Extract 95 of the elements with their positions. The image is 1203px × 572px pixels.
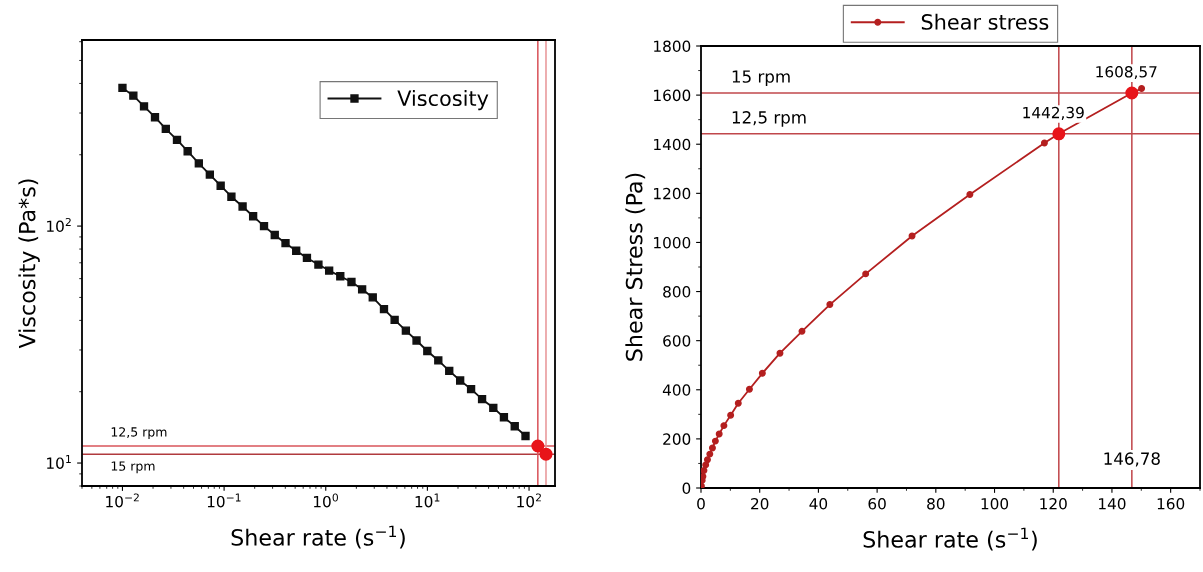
point: [701, 467, 708, 475]
point: [455, 376, 465, 385]
point: [466, 384, 476, 394]
point: [129, 91, 138, 100]
point: [172, 135, 182, 145]
y-tick-label: 200: [663, 433, 691, 445]
x-tick-label: 20: [751, 497, 769, 510]
point: [445, 366, 454, 375]
x-tick-label: 160: [1157, 497, 1185, 510]
x-tick-label: 0: [697, 497, 705, 510]
point: [401, 326, 411, 335]
legend-label: Viscosity: [397, 89, 489, 111]
legend-label: Shear stress: [921, 13, 1049, 30]
y-tick-label: 800: [663, 286, 691, 298]
x-axis-title: Shear rate (s$^{−1}$): [863, 527, 1037, 551]
point: [1040, 139, 1048, 147]
point: [499, 413, 509, 422]
y-tick-label: 600: [663, 335, 691, 347]
point: [708, 444, 716, 452]
point: [477, 395, 487, 404]
y-tick-label: 1000: [654, 236, 691, 249]
point: [227, 192, 236, 201]
point: [390, 315, 399, 325]
point: [347, 277, 356, 287]
point: [238, 202, 247, 211]
point: [489, 403, 498, 412]
x-tick-label: 10$^{−2}$: [106, 493, 139, 508]
x-tick-label: 10$^{−1}$: [207, 493, 241, 508]
point: [183, 147, 192, 156]
point: [139, 102, 149, 111]
x-tick-label: 120: [1040, 497, 1067, 510]
point: [379, 305, 389, 314]
point: [161, 124, 170, 134]
point: [776, 349, 784, 357]
point: [150, 113, 160, 122]
x-tick-label: 140: [1099, 497, 1126, 510]
point: [336, 272, 345, 281]
x-tick-label: 80: [927, 497, 945, 510]
y-axis-title: Shear Stress (Pa): [625, 173, 646, 361]
x-tick-label: 60: [868, 497, 886, 510]
point: [357, 285, 367, 294]
point: [798, 327, 806, 335]
point: [216, 181, 225, 190]
point: [711, 437, 719, 445]
point: [1138, 85, 1146, 92]
point: [862, 270, 870, 278]
point: [706, 450, 714, 458]
x-axis-title: Shear rate (s$^{−1}$): [231, 525, 405, 549]
y-tick-label: 1800: [654, 40, 691, 53]
x-tick-label: 10$^{0}$: [313, 493, 338, 508]
point: [701, 472, 707, 480]
point: [314, 260, 323, 269]
point: [703, 456, 711, 464]
annotation: 1608,57: [1096, 65, 1157, 80]
point: [510, 422, 519, 431]
point: [966, 191, 974, 199]
point: [745, 385, 753, 393]
point: [248, 212, 258, 221]
point: [259, 221, 269, 231]
point: [205, 170, 215, 179]
x-tick-label: 40: [809, 497, 828, 510]
point: [292, 246, 301, 255]
point: [194, 159, 203, 168]
point: [727, 411, 735, 419]
point: [734, 399, 742, 407]
x-tick-label: 10$^{2}$: [517, 493, 541, 508]
y-tick-label: 1400: [654, 138, 691, 151]
y-tick-label: 400: [662, 384, 691, 396]
point: [368, 293, 377, 302]
point: [826, 301, 834, 309]
point: [423, 346, 432, 356]
point: [324, 266, 334, 275]
ref-line-label: 12,5 rpm: [111, 427, 167, 440]
y-tick-label: 1600: [654, 89, 691, 102]
point: [281, 239, 290, 248]
y-tick-label: 0: [682, 482, 691, 495]
y-tick-label: 1200: [654, 187, 691, 200]
point: [118, 83, 127, 93]
point: [434, 356, 443, 365]
ref-line-label: 146,78: [1104, 452, 1160, 467]
point: [412, 336, 421, 345]
ref-line-label: 12,5 rpm: [732, 111, 806, 127]
ref-line-label: 15 rpm: [111, 461, 155, 474]
x-tick-label: 10$^{1}$: [415, 493, 440, 508]
point: [758, 369, 766, 377]
point: [720, 422, 728, 430]
point: [270, 230, 279, 240]
annotation: 1442,39: [1023, 106, 1084, 120]
point: [521, 431, 530, 441]
x-tick-label: 100: [981, 497, 1009, 510]
y-axis-title: Viscosity (Pa*s): [18, 179, 40, 349]
ref-line-label: 15 rpm: [732, 70, 790, 87]
point: [715, 430, 723, 438]
point: [702, 461, 710, 469]
point: [302, 253, 312, 263]
